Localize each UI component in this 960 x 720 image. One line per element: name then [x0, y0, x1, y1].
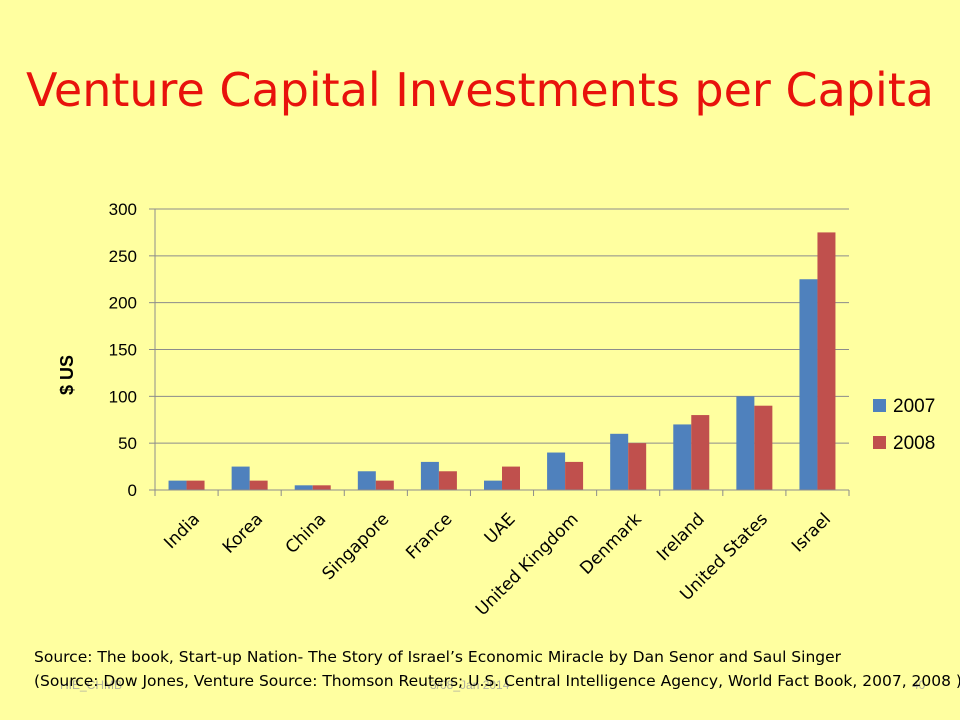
- bar-2008-france: [438, 471, 457, 490]
- x-tick-label: India: [160, 509, 204, 553]
- legend: 2007 2008: [873, 396, 935, 454]
- x-tick-label: Ireland: [653, 509, 709, 565]
- bar-2007-ireland: [673, 424, 692, 490]
- bar-2008-china: [312, 485, 331, 490]
- bar-2007-denmark: [610, 433, 629, 490]
- bar-2008-ireland: [691, 415, 710, 490]
- bar-2008-singapore: [375, 480, 394, 490]
- x-tick-label: France: [402, 509, 456, 563]
- bar-2008-denmark: [628, 443, 647, 490]
- slide-title: Venture Capital Investments per Capita: [26, 63, 934, 117]
- y-tick-label: 200: [109, 294, 137, 313]
- y-tick-label: 150: [109, 341, 137, 360]
- y-axis-label: $ US: [57, 355, 77, 395]
- x-tick-label: Singapore: [319, 509, 394, 584]
- x-tick-label: China: [282, 509, 330, 557]
- bar-2008-uae: [502, 466, 520, 490]
- bar-2007-china: [294, 485, 313, 490]
- x-tick-label: UAE: [481, 509, 520, 548]
- bar-chart: 0 50 100 150 200 250 300 India Korea ChinaSingap…: [57, 200, 935, 620]
- gridlines: [155, 208, 849, 444]
- x-tick-label: Korea: [219, 509, 267, 557]
- legend-label-2008: 2008: [893, 433, 935, 454]
- bar-2007-india: [168, 480, 187, 490]
- footer-left-text: HIE_CHMB: [60, 678, 123, 692]
- bar-2007-singapore: [357, 471, 376, 490]
- x-tick-label: Israel: [788, 509, 835, 556]
- source-citation: Source: The book, Start-up Nation- The S…: [34, 648, 842, 666]
- bar-2007-korea: [231, 466, 250, 490]
- legend-swatch-2008: [873, 436, 886, 449]
- bar-2008-united-kingdom: [565, 461, 584, 490]
- y-tick-label: 300: [109, 200, 137, 219]
- y-tick-label: 250: [109, 247, 137, 266]
- footer-date: 3/08_Jan 2014: [430, 678, 510, 692]
- y-tick-label: 100: [109, 387, 137, 406]
- bar-2007-uae: [484, 480, 502, 490]
- y-tick-labels: 0 50 100 150 200 250 300: [109, 200, 137, 500]
- bar-2008-india: [186, 480, 205, 490]
- y-tick-label: 50: [118, 434, 137, 453]
- bar-2007-france: [420, 461, 439, 490]
- axes: [149, 208, 850, 496]
- x-tick-label: Denmark: [576, 509, 646, 579]
- legend-swatch-2007: [873, 399, 886, 412]
- bar-2007-israel: [799, 279, 818, 490]
- footer-page-number: 40: [912, 678, 926, 692]
- bar-2007-united-kingdom: [547, 452, 566, 490]
- bar-2008-united-states: [754, 405, 773, 490]
- bar-2007-united-states: [736, 396, 755, 490]
- bars: [168, 232, 836, 490]
- source-detail: (Source: Dow Jones, Venture Source: Thom…: [34, 672, 960, 690]
- legend-label-2007: 2007: [893, 396, 935, 417]
- y-tick-label: 0: [128, 481, 137, 500]
- bar-2008-korea: [249, 480, 268, 490]
- bar-2008-israel: [817, 232, 836, 490]
